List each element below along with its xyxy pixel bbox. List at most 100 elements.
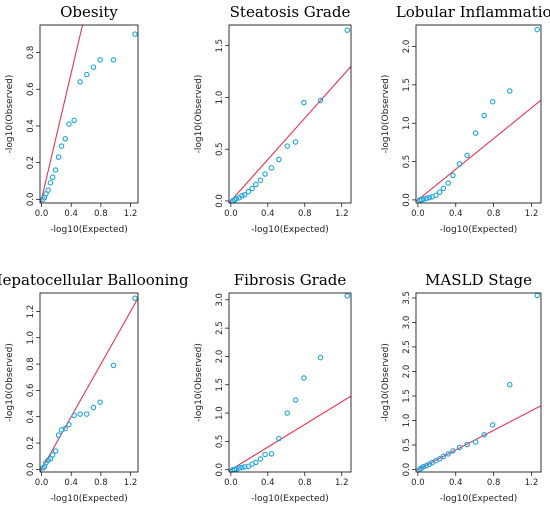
data-point <box>58 143 65 149</box>
data-point <box>257 177 264 183</box>
data-point <box>268 451 275 457</box>
panel-title: MASLD Stage <box>425 271 532 289</box>
reference-line <box>40 25 84 203</box>
y-tick-label: 1.0 <box>402 414 412 428</box>
reference-line <box>416 405 541 472</box>
y-tick-label: 0.5 <box>215 142 225 156</box>
y-tick-label: 2.0 <box>402 365 412 379</box>
qq-panel-5: Fibrosis Grade 0.0 0.4 0.8 1.2 0.0 0.5 1.0 1.5 2.… <box>194 271 352 504</box>
y-axis-label: -log10(Observed) <box>5 75 15 154</box>
data-point <box>489 422 496 428</box>
x-tick-label: 0.8 <box>487 209 501 219</box>
data-point <box>433 192 439 199</box>
x-tick-label: 0.0 <box>411 209 425 219</box>
y-axis-label: -log10(Observed) <box>381 75 391 154</box>
data-point <box>239 464 245 471</box>
qq-panel-4: Hepatocellular Ballooning 0.0 0.4 0.8 1.2 0.0… <box>0 271 189 504</box>
x-tick-label: 0.0 <box>224 209 238 219</box>
data-point <box>423 462 430 469</box>
y-tick-label: 0.4 <box>26 410 36 424</box>
qq-panel-6: MASLD Stage 0.0 0.4 0.8 1.2 0.0 0.5 1.0 1.5 2.0 2.… <box>381 271 542 504</box>
y-tick-label: 0.5 <box>402 438 412 452</box>
data-point <box>90 404 97 411</box>
y-tick-label: 1.0 <box>26 331 36 345</box>
data-point <box>450 172 456 179</box>
data-point <box>445 451 451 457</box>
data-point <box>464 152 470 159</box>
plot-frame <box>228 292 352 473</box>
y-tick-label: 3.0 <box>402 316 412 330</box>
data-point <box>245 188 252 195</box>
y-tick-label: 0.2 <box>26 436 36 450</box>
y-tick-label: 1.0 <box>215 406 225 420</box>
y-tick-label: 0.8 <box>26 46 36 60</box>
data-point <box>292 397 299 403</box>
y-tick-label: 0.0 <box>215 194 225 208</box>
data-point <box>317 97 324 104</box>
x-axis-label: -log10(Expected) <box>440 494 517 504</box>
data-point <box>66 421 72 428</box>
data-point <box>276 156 282 163</box>
y-tick-label: 0.5 <box>402 155 412 169</box>
x-axis-label: -log10(Expected) <box>440 225 517 235</box>
data-point <box>62 136 68 142</box>
plot-frame <box>39 292 139 473</box>
x-axis-label: -log10(Expected) <box>50 225 127 235</box>
y-axis-label: -log10(Observed) <box>5 343 15 422</box>
y-tick-label: 0.8 <box>26 357 36 371</box>
data-point <box>52 167 59 173</box>
data-point <box>445 180 451 186</box>
data-point <box>472 439 479 445</box>
data-point <box>284 143 290 149</box>
data-point <box>241 464 248 470</box>
data-point <box>436 456 443 462</box>
data-point <box>49 174 56 181</box>
x-axis-label: -log10(Expected) <box>251 494 328 504</box>
qq-panel-1: Obesity 0.0 0.4 0.8 1.2 0.0 0.2 0.4 0.6 0.8 -log10… <box>5 3 139 235</box>
y-tick-label: 2.0 <box>215 350 225 364</box>
data-point <box>423 195 430 202</box>
panel-title: Obesity <box>60 3 118 21</box>
data-point <box>249 185 255 192</box>
y-tick-label: 0.0 <box>26 193 36 207</box>
x-tick-label: 0.8 <box>298 478 312 488</box>
x-tick-label: 0.8 <box>487 478 501 488</box>
data-point <box>257 456 264 462</box>
reference-line <box>40 297 138 472</box>
data-point <box>489 98 496 105</box>
data-point <box>71 117 77 124</box>
y-tick-label: 0.5 <box>215 435 225 449</box>
y-tick-label: 1.2 <box>26 305 36 319</box>
data-point <box>317 354 324 361</box>
data-point <box>506 381 513 388</box>
data-point <box>420 463 427 470</box>
x-axis-label: -log10(Expected) <box>251 225 328 235</box>
data-point <box>132 31 138 37</box>
reference-line <box>416 99 541 202</box>
data-point <box>301 99 307 106</box>
data-point <box>456 161 463 167</box>
x-tick-label: 0.4 <box>64 209 78 219</box>
x-tick-label: 0.0 <box>35 478 49 488</box>
data-point <box>97 57 103 63</box>
plot-frame <box>415 292 542 473</box>
y-axis-label: -log10(Observed) <box>194 343 204 422</box>
data-point <box>52 448 59 454</box>
plot-frame <box>415 24 542 204</box>
data-point <box>55 154 62 160</box>
data-point <box>344 27 351 33</box>
data-point <box>262 171 268 177</box>
data-point <box>481 431 487 438</box>
data-point <box>110 57 117 63</box>
x-tick-label: 0.4 <box>449 478 463 488</box>
data-point <box>292 139 299 145</box>
data-point <box>534 292 540 299</box>
y-tick-label: 2.0 <box>402 40 412 54</box>
y-axis-label: -log10(Observed) <box>381 343 391 422</box>
data-point <box>450 448 456 454</box>
data-point <box>268 165 275 171</box>
x-tick-label: 1.2 <box>525 209 539 219</box>
x-tick-label: 1.2 <box>124 478 138 488</box>
plot-frame <box>39 24 139 204</box>
qq-panel-2: Steatosis Grade 0.0 0.4 0.8 1.2 0.0 0.5 1.0 1.5 -… <box>194 3 352 235</box>
